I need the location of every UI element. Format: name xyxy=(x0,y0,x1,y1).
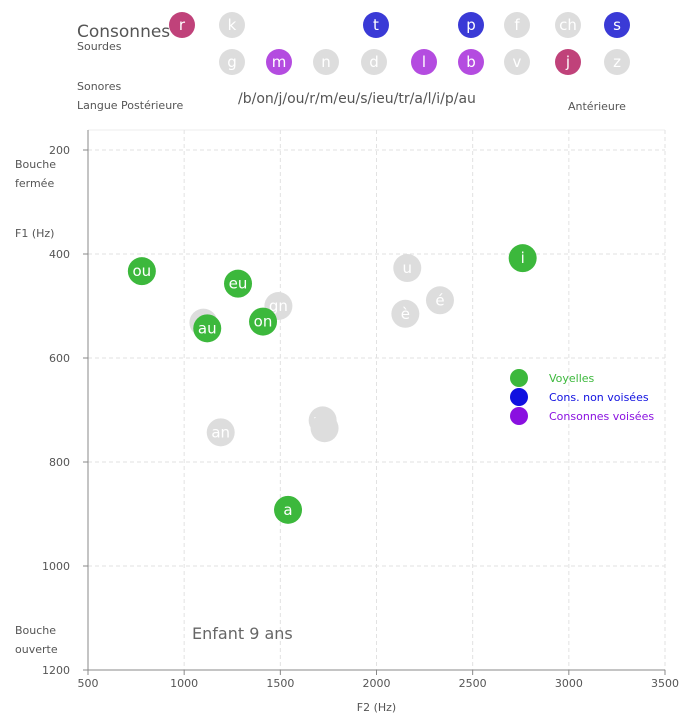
consonant-m[interactable] xyxy=(266,49,292,75)
y-tick-label: 1200 xyxy=(42,664,70,677)
consonant-g[interactable] xyxy=(219,49,245,75)
consonant-t[interactable] xyxy=(363,12,389,38)
consonant-label: t xyxy=(373,16,379,34)
consonant-label: r xyxy=(179,16,186,34)
y-bottom-label: ouverte xyxy=(15,643,58,656)
legend-swatch xyxy=(510,369,528,387)
vowel-point-a[interactable] xyxy=(274,495,303,524)
y-tick-label: 200 xyxy=(49,144,70,157)
consonants-title: Consonnes xyxy=(77,22,171,42)
y-tick-label: 600 xyxy=(49,352,70,365)
vowel-point-label: ou xyxy=(133,262,152,280)
vowel-point-eu[interactable] xyxy=(224,269,253,298)
speaker-annotation: Enfant 9 ans xyxy=(192,624,293,643)
consonant-label: p xyxy=(466,16,476,34)
consonant-label: z xyxy=(613,53,621,71)
consonant-b[interactable] xyxy=(458,49,484,75)
vowel-point-u[interactable] xyxy=(393,254,422,283)
legend-entry: Cons. non voisées xyxy=(549,391,649,404)
consonant-k[interactable] xyxy=(219,12,245,38)
vowel-point-label: gn xyxy=(269,297,288,315)
consonant-label: g xyxy=(227,53,237,71)
sonores-label: Sonores xyxy=(77,80,122,93)
consonant-label: k xyxy=(228,16,237,34)
x-tick-label: 2000 xyxy=(363,677,391,690)
vowel-point-label: è xyxy=(401,305,410,323)
consonant-label: j xyxy=(565,53,570,71)
vowel-point-au[interactable] xyxy=(193,314,222,343)
x-tick-label: 1500 xyxy=(266,677,294,690)
y-top-label: fermée xyxy=(15,177,54,190)
x-axis-label: F2 (Hz) xyxy=(357,701,396,714)
vowel-point-label: u xyxy=(403,259,413,277)
y-bottom-label: Bouche xyxy=(15,624,56,637)
vowel-point-é[interactable] xyxy=(425,286,454,315)
consonant-j[interactable] xyxy=(555,49,581,75)
consonant-label: b xyxy=(466,53,476,71)
consonant-p[interactable] xyxy=(458,12,484,38)
y-top-label: Bouche xyxy=(15,158,56,171)
consonant-d[interactable] xyxy=(361,49,387,75)
vowel-point-label: eu xyxy=(229,275,248,293)
x-tick-label: 3000 xyxy=(555,677,583,690)
phoneme-sequence: /b/on/j/ou/r/m/eu/s/ieu/tr/a/l/i/p/au xyxy=(238,91,476,107)
consonant-n[interactable] xyxy=(313,49,339,75)
vowel-point-blank[interactable] xyxy=(310,414,339,443)
consonant-label: f xyxy=(514,16,520,34)
posterior-label: Langue Postérieure xyxy=(77,99,184,112)
vowel-point-label: a xyxy=(283,501,292,519)
vowel-point-on[interactable] xyxy=(249,307,278,336)
consonant-z[interactable] xyxy=(604,49,630,75)
consonant-label: d xyxy=(369,53,379,71)
consonant-r[interactable] xyxy=(169,12,195,38)
consonant-label: n xyxy=(321,53,331,71)
vowel-point-i[interactable] xyxy=(508,244,537,273)
x-tick-label: 2500 xyxy=(459,677,487,690)
x-tick-label: 1000 xyxy=(170,677,198,690)
vowel-point-label: an xyxy=(211,423,230,441)
consonant-v[interactable] xyxy=(504,49,530,75)
consonant-label: v xyxy=(513,53,522,71)
legend-entry: Consonnes voisées xyxy=(549,410,654,423)
vowel-point-label: i xyxy=(521,249,525,267)
y-tick-label: 400 xyxy=(49,248,70,261)
vowel-point-an[interactable] xyxy=(206,418,235,447)
consonant-label: ch xyxy=(559,16,577,34)
consonant-label: m xyxy=(272,53,287,71)
y-tick-label: 1000 xyxy=(42,560,70,573)
vowel-point-label: é xyxy=(435,291,444,309)
legend-entry: Voyelles xyxy=(549,372,595,385)
legend-swatch xyxy=(510,388,528,406)
anterior-label: Antérieure xyxy=(568,100,626,113)
vowel-point-ou[interactable] xyxy=(127,257,156,286)
y-tick-label: 800 xyxy=(49,456,70,469)
consonant-ch[interactable] xyxy=(555,12,581,38)
y-axis-label: F1 (Hz) xyxy=(15,227,54,240)
vowel-point-label: on xyxy=(254,313,273,331)
x-tick-label: 500 xyxy=(78,677,99,690)
consonant-label: l xyxy=(422,53,426,71)
consonant-l[interactable] xyxy=(411,49,437,75)
consonant-s[interactable] xyxy=(604,12,630,38)
sourdes-label: Sourdes xyxy=(77,40,122,53)
consonant-label: s xyxy=(613,16,621,34)
vowel-point-label: au xyxy=(198,319,217,337)
legend-swatch xyxy=(510,407,528,425)
x-tick-label: 3500 xyxy=(651,677,679,690)
vowel-point-è[interactable] xyxy=(391,299,420,328)
consonant-f[interactable] xyxy=(504,12,530,38)
